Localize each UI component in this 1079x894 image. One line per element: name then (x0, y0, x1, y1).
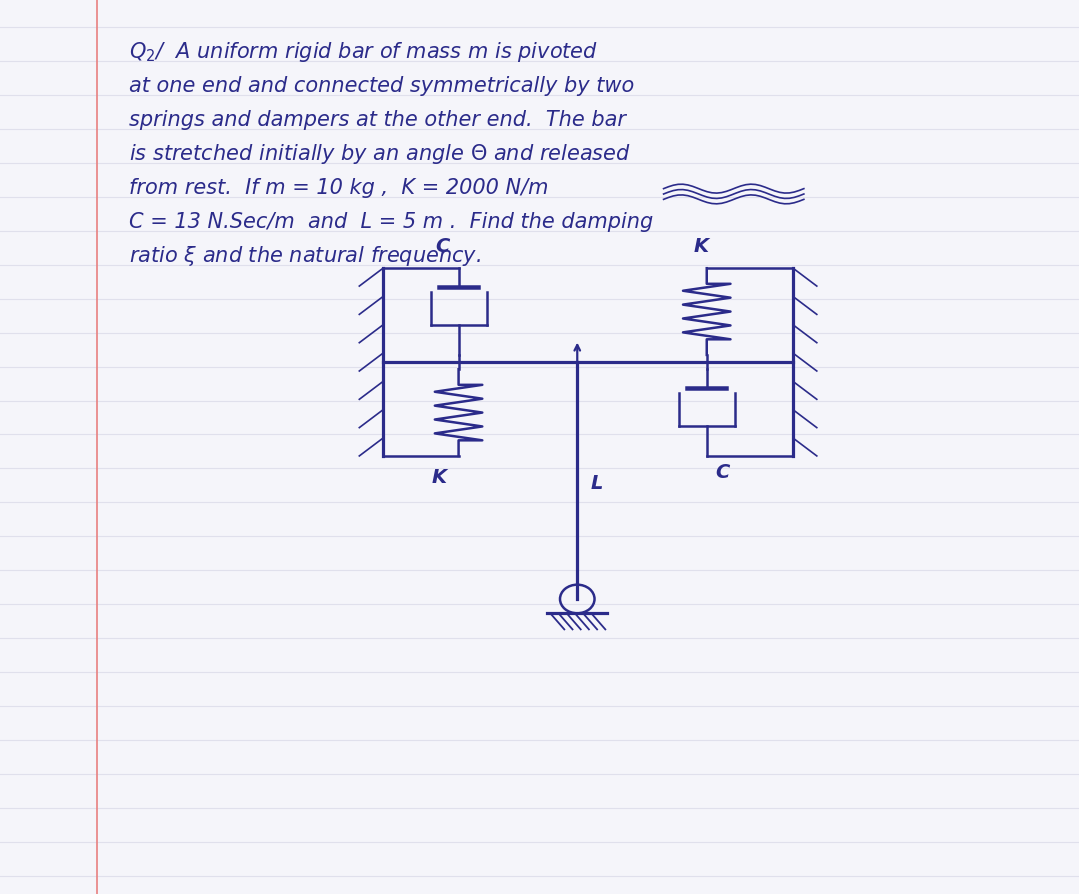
Text: L: L (590, 475, 602, 493)
Text: K: K (694, 237, 709, 256)
Text: springs and dampers at the other end.  The bar: springs and dampers at the other end. Th… (129, 110, 627, 130)
Text: $Q_2$/  A uniform rigid bar of mass m is pivoted: $Q_2$/ A uniform rigid bar of mass m is … (129, 40, 599, 64)
Text: C: C (715, 463, 729, 482)
Text: C = 13 N.Sec/m  and  L = 5 m .  Find the damping: C = 13 N.Sec/m and L = 5 m . Find the da… (129, 212, 654, 232)
Text: ratio $\xi$ and the natural frequency.: ratio $\xi$ and the natural frequency. (129, 244, 481, 268)
Text: from rest.  If m = 10 kg ,  K = 2000 N/m: from rest. If m = 10 kg , K = 2000 N/m (129, 178, 549, 198)
Text: K: K (432, 468, 447, 486)
Text: at one end and connected symmetrically by two: at one end and connected symmetrically b… (129, 76, 634, 96)
Text: C: C (435, 237, 449, 256)
Text: is stretched initially by an angle $\Theta$ and released: is stretched initially by an angle $\The… (129, 142, 631, 166)
